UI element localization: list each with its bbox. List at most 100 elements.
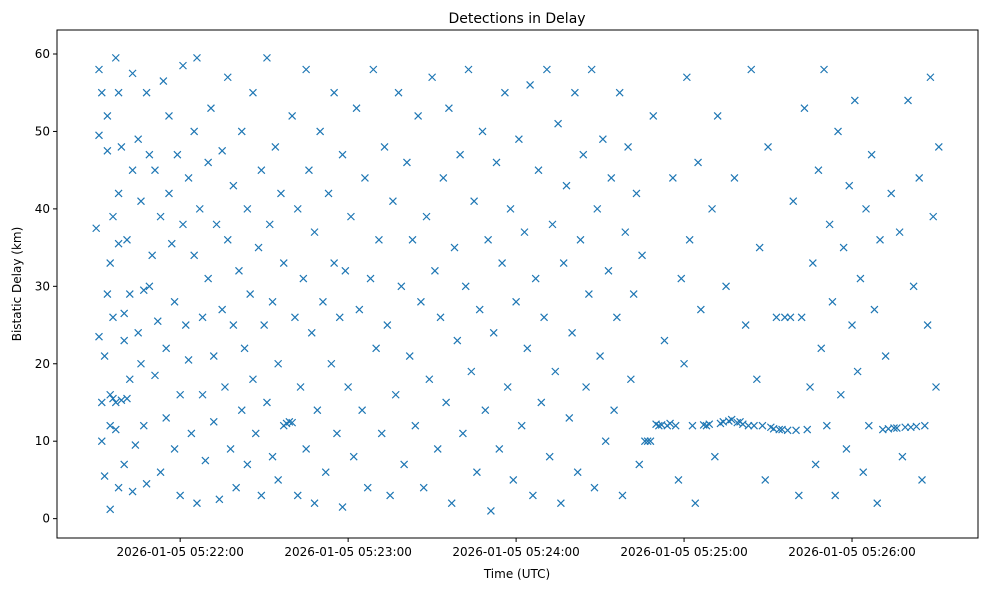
data-point <box>674 475 683 484</box>
data-point <box>722 282 730 291</box>
data-point <box>369 65 378 74</box>
data-point <box>862 204 870 213</box>
data-point <box>338 503 347 511</box>
data-point <box>257 491 266 500</box>
data-point <box>358 406 367 415</box>
data-point <box>366 274 375 283</box>
data-point <box>850 96 859 105</box>
data-point <box>730 173 739 182</box>
data-point <box>481 406 490 415</box>
data-point <box>668 173 677 182</box>
data-point <box>263 53 271 62</box>
data-point <box>263 398 271 407</box>
data-point <box>442 398 451 407</box>
data-point <box>820 65 828 74</box>
data-point <box>341 266 350 275</box>
data-point <box>764 143 772 151</box>
data-point <box>486 506 495 515</box>
data-point <box>531 274 540 283</box>
data-point <box>246 290 255 298</box>
data-point <box>293 204 302 213</box>
data-point <box>229 321 238 329</box>
data-point <box>397 282 406 291</box>
data-point <box>335 313 344 322</box>
data-point <box>738 420 747 429</box>
data-point <box>204 158 213 167</box>
x-tick-label: 2026-01-05 05:24:00 <box>452 545 579 559</box>
data-point <box>520 228 529 237</box>
data-point <box>411 421 420 430</box>
data-point <box>97 398 106 407</box>
data-point <box>139 286 148 295</box>
data-point <box>400 460 409 469</box>
data-point <box>279 259 288 268</box>
data-point <box>139 421 148 430</box>
data-point <box>148 251 157 260</box>
data-point <box>114 88 123 97</box>
data-point <box>106 421 115 430</box>
data-point <box>492 158 501 167</box>
data-point <box>562 181 571 190</box>
data-point <box>338 150 347 159</box>
data-point <box>834 127 842 136</box>
data-point <box>254 243 263 252</box>
data-point <box>307 328 316 337</box>
data-point <box>671 421 680 430</box>
x-tick-label: 2026-01-05 05:25:00 <box>620 545 747 559</box>
data-point <box>204 274 213 283</box>
data-point <box>131 441 140 449</box>
data-point <box>223 73 232 82</box>
data-point <box>209 352 218 360</box>
data-point <box>856 274 865 283</box>
y-axis-label: Bistatic Delay (km) <box>10 227 24 342</box>
data-point <box>811 460 820 469</box>
data-point <box>640 437 649 446</box>
data-point <box>470 197 479 206</box>
data-point <box>190 251 199 260</box>
data-point <box>733 418 742 427</box>
data-point <box>870 305 879 314</box>
data-point <box>710 452 719 461</box>
data-point <box>755 243 764 252</box>
data-point <box>114 189 123 198</box>
data-point <box>111 425 120 434</box>
data-point <box>643 437 652 446</box>
data-point <box>867 150 876 159</box>
data-point <box>349 452 358 461</box>
data-point <box>509 475 518 484</box>
data-point <box>926 73 935 82</box>
data-point <box>758 421 767 430</box>
data-point <box>789 197 798 206</box>
data-point <box>352 104 361 113</box>
data-point <box>100 352 109 360</box>
data-point <box>898 452 907 461</box>
data-point <box>268 297 277 306</box>
data-point <box>632 189 641 198</box>
data-point <box>433 445 442 453</box>
data-point <box>688 421 697 430</box>
data-point <box>542 65 551 74</box>
data-point <box>929 212 938 221</box>
data-point <box>416 297 425 306</box>
data-point <box>198 390 207 399</box>
data-point <box>615 88 624 97</box>
data-point <box>134 135 143 144</box>
data-point <box>444 104 453 113</box>
data-point <box>612 313 621 322</box>
data-point <box>103 112 112 120</box>
data-point <box>142 88 151 97</box>
data-point <box>892 424 901 432</box>
y-tick-label: 50 <box>35 124 50 138</box>
data-point <box>240 344 249 353</box>
data-point <box>800 104 809 113</box>
data-point <box>587 65 596 74</box>
data-point <box>134 328 143 337</box>
data-point <box>797 313 806 322</box>
data-point <box>165 112 173 120</box>
data-point <box>565 414 574 422</box>
data-point <box>319 297 327 306</box>
data-point <box>156 468 165 477</box>
data-point <box>909 282 918 291</box>
data-point <box>845 181 854 190</box>
data-point <box>691 499 700 508</box>
